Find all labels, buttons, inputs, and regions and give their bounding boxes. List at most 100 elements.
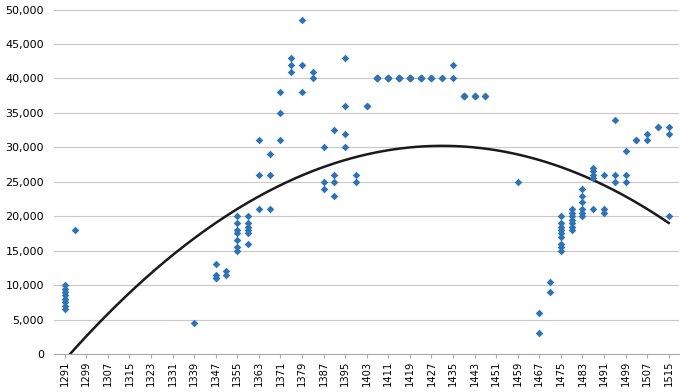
Point [577, 210, 588, 216]
Point [556, 247, 566, 254]
Point [340, 131, 351, 137]
Point [210, 275, 221, 281]
Point [556, 223, 566, 230]
Point [415, 75, 426, 82]
Point [437, 75, 448, 82]
Point [286, 69, 297, 75]
Point [566, 227, 577, 233]
Point [577, 199, 588, 205]
Point [566, 220, 577, 226]
Point [372, 75, 383, 82]
Point [329, 179, 340, 185]
Point [631, 137, 642, 143]
Point [242, 213, 253, 220]
Point [253, 137, 264, 143]
Point [642, 137, 653, 143]
Point [566, 223, 577, 230]
Point [329, 172, 340, 178]
Point [383, 75, 394, 82]
Point [351, 172, 362, 178]
Point [59, 292, 70, 299]
Point [652, 123, 663, 130]
Point [469, 93, 480, 99]
Point [556, 213, 566, 220]
Point [383, 75, 394, 82]
Point [469, 93, 480, 99]
Point [631, 137, 642, 143]
Point [577, 206, 588, 212]
Point [652, 123, 663, 130]
Point [308, 75, 319, 82]
Point [242, 227, 253, 233]
Point [242, 223, 253, 230]
Point [556, 220, 566, 226]
Point [599, 210, 610, 216]
Point [394, 75, 405, 82]
Point [275, 89, 286, 95]
Point [556, 230, 566, 237]
Point [469, 93, 480, 99]
Point [221, 268, 232, 274]
Point [599, 206, 610, 212]
Point [404, 75, 415, 82]
Point [566, 210, 577, 216]
Point [556, 241, 566, 247]
Point [415, 75, 426, 82]
Point [577, 213, 588, 220]
Point [242, 241, 253, 247]
Point [437, 75, 448, 82]
Point [620, 148, 631, 154]
Point [264, 151, 275, 157]
Point [458, 93, 469, 99]
Point [545, 279, 556, 285]
Point [458, 93, 469, 99]
Point [232, 220, 242, 226]
Point [70, 227, 81, 233]
Point [59, 296, 70, 302]
Point [372, 75, 383, 82]
Point [340, 144, 351, 151]
Point [577, 192, 588, 199]
Point [275, 110, 286, 116]
Point [372, 75, 383, 82]
Point [588, 175, 599, 181]
Point [232, 247, 242, 254]
Point [458, 93, 469, 99]
Point [59, 299, 70, 305]
Point [426, 75, 437, 82]
Point [210, 272, 221, 278]
Point [663, 213, 674, 220]
Point [394, 75, 405, 82]
Point [232, 230, 242, 237]
Point [415, 75, 426, 82]
Point [318, 144, 329, 151]
Point [340, 54, 351, 61]
Point [351, 179, 362, 185]
Point [588, 172, 599, 178]
Point [566, 206, 577, 212]
Point [588, 165, 599, 171]
Point [59, 285, 70, 292]
Point [534, 330, 545, 336]
Point [232, 227, 242, 233]
Point [599, 172, 610, 178]
Point [404, 75, 415, 82]
Point [556, 244, 566, 250]
Point [59, 289, 70, 295]
Point [253, 172, 264, 178]
Point [556, 227, 566, 233]
Point [210, 261, 221, 268]
Point [372, 75, 383, 82]
Point [447, 75, 458, 82]
Point [577, 185, 588, 192]
Point [383, 75, 394, 82]
Point [609, 117, 620, 123]
Point [426, 75, 437, 82]
Point [566, 213, 577, 220]
Point [458, 93, 469, 99]
Point [620, 172, 631, 178]
Point [566, 216, 577, 223]
Point [329, 127, 340, 133]
Point [59, 282, 70, 288]
Point [556, 234, 566, 240]
